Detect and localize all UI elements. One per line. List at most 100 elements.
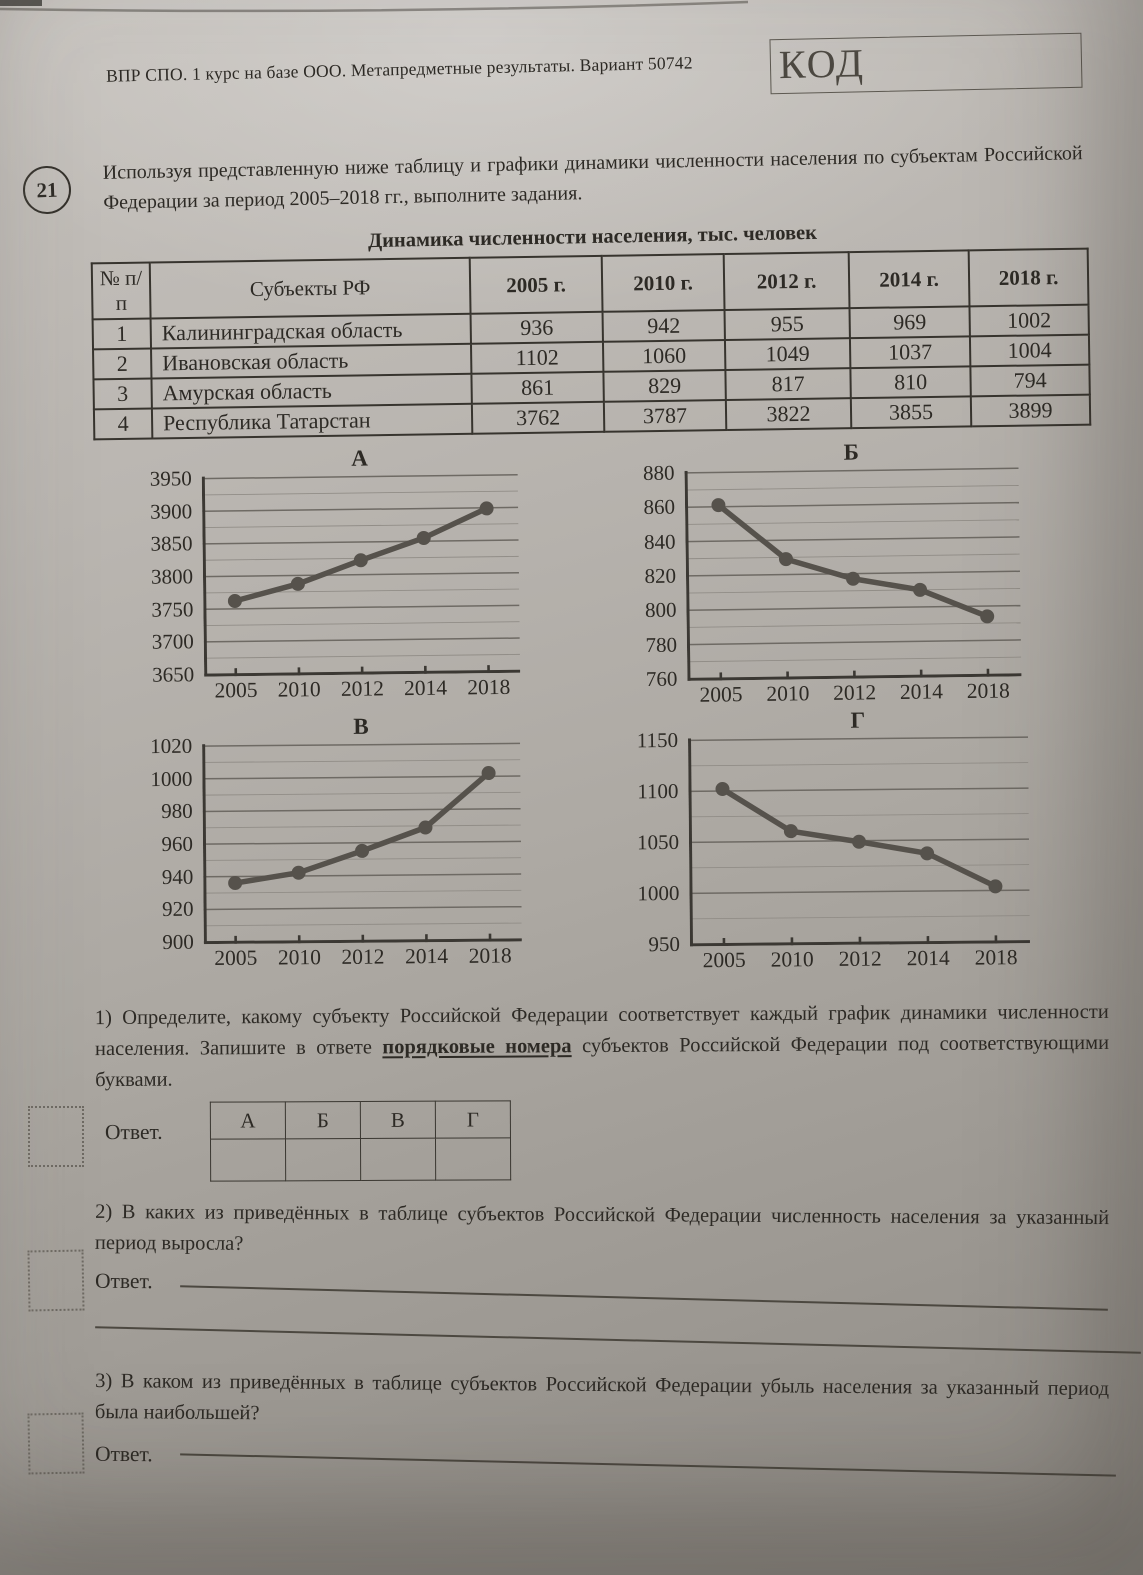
col-header-2010: 2010 г. bbox=[601, 254, 725, 312]
score-box bbox=[28, 1106, 84, 1167]
population-value-cell: 3762 bbox=[471, 401, 605, 434]
chart-v-plot bbox=[202, 742, 522, 945]
x-axis-tick-label: 2010 bbox=[277, 945, 321, 970]
x-axis-tick-label: 2012 bbox=[832, 680, 877, 705]
y-axis-tick-label: 960 bbox=[161, 831, 194, 856]
q1-answer-table: А Б В Г bbox=[210, 1100, 511, 1182]
y-axis-tick-label: 760 bbox=[645, 666, 678, 691]
x-axis-tick-label: 2018 bbox=[468, 943, 512, 968]
y-axis-tick-label: 860 bbox=[643, 494, 676, 520]
question-3-text: 3) В каком из приведённых в таблице субъ… bbox=[94, 1370, 1110, 1425]
x-axis-tick-label: 2012 bbox=[341, 944, 385, 969]
y-axis-tick-label: 1050 bbox=[636, 829, 680, 855]
col-header-2005: 2005 г. bbox=[469, 255, 603, 314]
chart-v: В 1020 1000 980 960 940 920 900 2005 2010 2012 20… bbox=[144, 712, 522, 974]
y-axis-tick-label: 3900 bbox=[150, 498, 193, 524]
y-axis-tick-label: 1100 bbox=[637, 778, 679, 804]
population-value-cell: 1037 bbox=[849, 336, 971, 369]
chart-a-plot bbox=[201, 473, 521, 677]
q3-answer-label: Ответ. bbox=[94, 1441, 153, 1467]
kod-code-box: КОД bbox=[769, 32, 1083, 95]
chart-b: Б 880 860 840 820 800 780 760 2005 2010 2012 2014… bbox=[626, 437, 1022, 711]
kod-label: КОД bbox=[778, 40, 866, 88]
chart-g-plot bbox=[688, 736, 1030, 947]
q3-answer-line bbox=[180, 1453, 1116, 1477]
y-axis-tick-label: 900 bbox=[162, 929, 194, 954]
score-box bbox=[27, 1412, 85, 1475]
population-value-cell: 969 bbox=[849, 306, 970, 339]
answer-cell-v bbox=[360, 1138, 436, 1181]
population-value-cell: 1102 bbox=[470, 341, 604, 374]
row-number-cell: 1 bbox=[92, 318, 152, 350]
x-axis-tick-label: 2012 bbox=[838, 946, 882, 971]
y-axis-tick-label: 3950 bbox=[149, 466, 192, 491]
x-axis-tick-label: 2005 bbox=[214, 945, 258, 971]
subject-name-cell: Амурская область bbox=[151, 373, 472, 409]
y-axis-tick-label: 3650 bbox=[152, 662, 195, 687]
x-axis-tick-label: 2005 bbox=[702, 947, 746, 973]
population-value-cell: 794 bbox=[970, 364, 1090, 397]
chart-b-plot bbox=[684, 467, 1022, 681]
q2-answer-line-2 bbox=[95, 1326, 1141, 1354]
x-axis-tick-label: 2018 bbox=[966, 678, 1010, 704]
chart-a: А 3950 3900 3850 3800 3750 3700 3650 2005 2010 2… bbox=[143, 444, 521, 708]
chart-v-x-axis: 2005 2010 2012 2014 2018 bbox=[204, 941, 522, 974]
answer-table-header-row: А Б В Г bbox=[210, 1100, 511, 1140]
row-number-cell: 2 bbox=[93, 348, 152, 380]
answer-col-v: В bbox=[360, 1101, 436, 1139]
chart-g-y-axis: 1150 1100 1050 1000 950 bbox=[630, 728, 684, 956]
population-value-cell: 861 bbox=[471, 371, 604, 404]
x-axis-tick-label: 2018 bbox=[467, 674, 511, 700]
x-axis-tick-label: 2005 bbox=[699, 682, 743, 707]
q1-text-emphasis: порядковые номера bbox=[382, 1034, 572, 1059]
population-value-cell: 942 bbox=[602, 310, 725, 342]
y-axis-tick-label: 940 bbox=[161, 864, 194, 889]
col-header-2014: 2014 г. bbox=[848, 250, 970, 309]
chart-a-y-axis: 3950 3900 3850 3800 3750 3700 3650 bbox=[144, 466, 198, 686]
photo-edge-artifact bbox=[0, 0, 749, 13]
population-value-cell: 3855 bbox=[850, 396, 972, 429]
question-1-text: 1) Определите, какому субъекту Российско… bbox=[95, 997, 1110, 1095]
chart-v-y-axis: 1020 1000 980 960 940 920 900 bbox=[144, 734, 198, 954]
subject-name-cell: Ивановская область bbox=[151, 343, 472, 379]
answer-col-g: Г bbox=[435, 1100, 511, 1139]
y-axis-tick-label: 3700 bbox=[151, 629, 194, 655]
x-axis-tick-label: 2014 bbox=[404, 944, 449, 969]
col-header-subject: Субъекты РФ bbox=[149, 257, 471, 319]
x-axis-tick-label: 2014 bbox=[899, 679, 944, 704]
population-value-cell: 3822 bbox=[725, 398, 852, 431]
chart-g: Г 1150 1100 1050 1000 950 2005 2010 2012 2014 20… bbox=[630, 706, 1031, 977]
population-value-cell: 817 bbox=[725, 368, 851, 401]
y-axis-tick-label: 1000 bbox=[150, 766, 193, 791]
q1-answer-label: Ответ. bbox=[104, 1119, 163, 1145]
col-header-2018: 2018 г. bbox=[968, 248, 1089, 307]
y-axis-tick-label: 780 bbox=[645, 632, 678, 657]
y-axis-tick-label: 920 bbox=[161, 897, 194, 922]
x-axis-tick-label: 2012 bbox=[340, 676, 385, 701]
population-value-cell: 1004 bbox=[969, 334, 1090, 367]
answer-table-input-row bbox=[210, 1137, 511, 1182]
population-value-cell: 1060 bbox=[602, 340, 726, 372]
y-axis-tick-label: 1000 bbox=[637, 880, 680, 906]
answer-col-b: Б bbox=[285, 1101, 361, 1139]
population-table: № п/п Субъекты РФ 2005 г. 2010 г. 2012 г… bbox=[91, 248, 1092, 441]
y-axis-tick-label: 840 bbox=[643, 529, 676, 554]
q2-answer-label: Ответ. bbox=[94, 1268, 153, 1294]
row-number-cell: 3 bbox=[93, 378, 152, 410]
y-axis-tick-label: 3850 bbox=[150, 531, 193, 557]
y-axis-tick-label: 820 bbox=[644, 563, 677, 589]
answer-col-a: А bbox=[210, 1101, 286, 1140]
question-2-text: 2) В каких из приведённых в таблице субъ… bbox=[94, 1200, 1110, 1255]
col-header-number: № п/п bbox=[91, 262, 151, 320]
subject-name-cell: Республика Татарстан bbox=[151, 403, 473, 439]
chart-g-label: Г bbox=[850, 707, 866, 733]
task-intro-text: Используя представленную ниже таблицу и … bbox=[102, 142, 1083, 215]
answer-cell-b bbox=[285, 1138, 361, 1181]
chart-b-label: Б bbox=[843, 439, 860, 465]
x-axis-tick-label: 2010 bbox=[770, 947, 814, 972]
y-axis-tick-label: 980 bbox=[161, 799, 193, 824]
x-axis-tick-label: 2014 bbox=[403, 675, 448, 701]
y-axis-tick-label: 950 bbox=[648, 931, 681, 957]
subject-name-cell: Калининградская область bbox=[150, 313, 471, 349]
